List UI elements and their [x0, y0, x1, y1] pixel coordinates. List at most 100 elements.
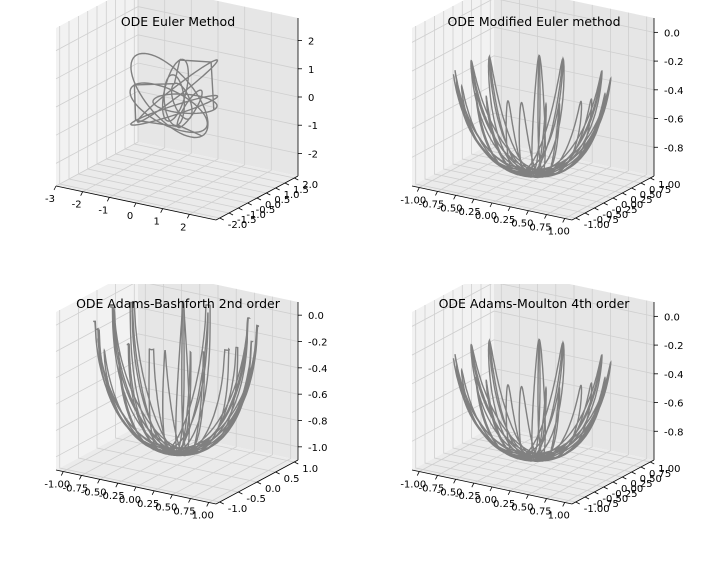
y-tick [294, 177, 299, 181]
gridline-y [87, 11, 248, 204]
gridline-z [55, 386, 299, 431]
x-tick [133, 202, 137, 208]
y-tick [219, 217, 224, 221]
y-tick [275, 187, 280, 191]
x-tick-label: 1.00 [548, 226, 570, 237]
z-tick-label: 0.0 [308, 311, 324, 322]
y-tick-label: 2.0 [302, 180, 318, 191]
gridline-y [434, 300, 595, 493]
gridline-x [190, 296, 273, 499]
z-tick-label: -0.4 [664, 86, 684, 97]
z-tick-label: -0.8 [664, 143, 684, 154]
gridline-y [415, 310, 576, 503]
y-tick [238, 207, 243, 211]
gridline-z [55, 307, 299, 352]
gridline-y [96, 6, 258, 199]
x-tick [453, 195, 456, 200]
gridline-y [133, 0, 295, 179]
gridline-x [208, 300, 292, 503]
y-tick-label: 0.75 [649, 185, 671, 196]
y-tick [622, 192, 627, 196]
z-tick-label: -0.4 [308, 364, 328, 375]
chart-3d-axes: -1.00-0.75-0.50-0.250.000.250.500.751.00… [44, 268, 328, 521]
x-tick-label: -0.75 [63, 483, 89, 494]
x-tick-label: -0.75 [419, 483, 445, 494]
gridline-x [63, 269, 146, 472]
x-tick [106, 197, 110, 202]
gridline-y [59, 26, 220, 219]
subplot-title: ODE Modified Euler method [447, 14, 621, 29]
x-tick-label: -0.25 [99, 491, 125, 502]
y-tick-label: 1.0 [284, 190, 300, 201]
y-tick [584, 212, 590, 216]
y-tick [266, 192, 271, 196]
z-tick-label: 0.0 [664, 28, 680, 39]
y-tick-label: 0.5 [274, 195, 290, 206]
x-tick-label: -2 [72, 200, 82, 211]
y-tick [584, 496, 590, 500]
z-tick-label: -0.6 [308, 390, 328, 401]
gridline-x [510, 288, 593, 492]
x-tick [97, 479, 100, 484]
x-tick [435, 475, 438, 480]
y-tick [228, 212, 234, 216]
gridline-z [55, 62, 299, 108]
y-tick-label: -0.25 [612, 205, 638, 216]
gridline-x [135, 285, 219, 488]
x-tick-label: -0.25 [455, 491, 481, 502]
x-tick [544, 214, 547, 219]
y-tick [594, 491, 599, 495]
x-tick [186, 214, 190, 219]
gridline-y [59, 310, 220, 503]
z-tick-label: -1 [308, 121, 318, 132]
y-tick-label: 0.0 [265, 484, 281, 495]
y-tick [294, 461, 299, 465]
gridline-z [55, 34, 299, 80]
x-tick-label: 0.75 [173, 507, 195, 518]
x-tick [416, 471, 420, 476]
z-tick-label: -0.8 [664, 427, 684, 438]
gridline-y [452, 6, 614, 199]
x-tick [79, 475, 82, 480]
x-tick-label: 0.00 [119, 495, 141, 506]
gridline-x [109, 0, 192, 198]
x-tick [471, 482, 475, 488]
z-tick-label: -0.2 [664, 341, 684, 352]
gridline-z [411, 0, 655, 43]
gridline-y [78, 300, 239, 493]
y-tick-label: -2.0 [228, 220, 248, 231]
z-tick-label: 0.0 [664, 312, 680, 323]
gridline-y [480, 0, 642, 184]
z-tick-label: -0.2 [308, 338, 328, 349]
gridline-y [452, 290, 614, 483]
y-tick [622, 476, 627, 480]
y-tick [612, 481, 618, 485]
x-tick [188, 498, 191, 503]
gridline-x [528, 292, 611, 496]
y-tick-label: 0.25 [630, 479, 652, 490]
y-tick [612, 197, 618, 201]
gridline-y [434, 16, 595, 209]
x-tick [489, 486, 493, 492]
subplot-title: ODE Adams-Moulton 4th order [438, 296, 630, 311]
x-tick-label: 0.00 [475, 495, 497, 506]
x-tick [416, 187, 420, 192]
x-tick [60, 471, 64, 476]
gridline-z [411, 26, 655, 72]
x-tick [562, 218, 566, 223]
trajectory-line [129, 52, 219, 139]
x-tick-label: -1.00 [400, 196, 426, 207]
y-tick [575, 217, 580, 221]
x-tick [507, 490, 511, 496]
gridline-x [135, 1, 219, 204]
x-tick-label: -0.75 [419, 199, 445, 210]
y-tick-label: 0.50 [640, 190, 662, 201]
y-tick-label: 0.50 [640, 474, 662, 485]
gridline-y [68, 21, 230, 214]
gridline-z [411, 84, 655, 129]
y-tick-label: 1.0 [302, 464, 318, 475]
z-tick-label: -2 [308, 149, 318, 160]
y-tick-label: -0.75 [593, 499, 619, 510]
y-tick-label: 0.75 [649, 469, 671, 480]
y-tick-label: -0.75 [593, 215, 619, 226]
